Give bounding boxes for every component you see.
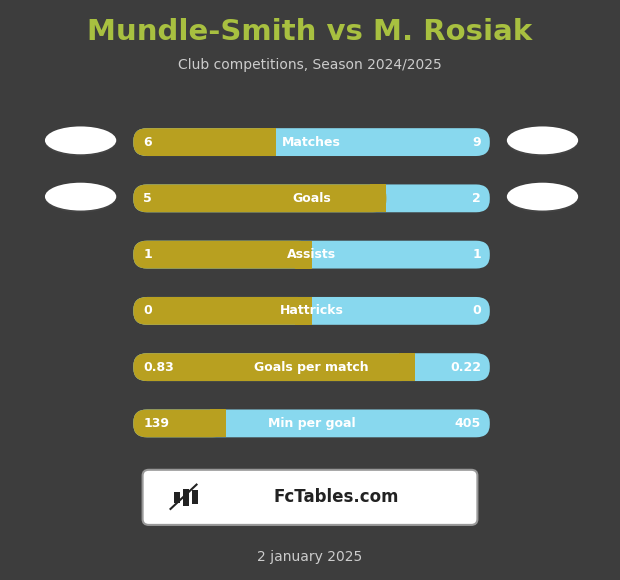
Text: Assists: Assists [287, 248, 336, 261]
FancyBboxPatch shape [133, 128, 276, 156]
Text: 0.83: 0.83 [143, 361, 174, 374]
FancyBboxPatch shape [133, 184, 490, 212]
FancyBboxPatch shape [133, 353, 415, 381]
Ellipse shape [45, 183, 117, 211]
Ellipse shape [45, 128, 117, 156]
Text: 5: 5 [143, 192, 152, 205]
Text: FcTables.com: FcTables.com [273, 488, 399, 506]
Bar [399, 353, 415, 381]
Text: 2 january 2025: 2 january 2025 [257, 550, 363, 564]
FancyBboxPatch shape [133, 128, 490, 156]
Text: 1: 1 [143, 248, 152, 261]
Text: 2: 2 [472, 192, 481, 205]
FancyBboxPatch shape [133, 297, 311, 325]
Ellipse shape [507, 184, 578, 212]
FancyBboxPatch shape [133, 241, 490, 269]
Text: 405: 405 [455, 417, 481, 430]
Text: Goals per match: Goals per match [254, 361, 369, 374]
Text: 139: 139 [143, 417, 169, 430]
FancyBboxPatch shape [133, 297, 490, 325]
Text: Mundle-Smith vs M. Rosiak: Mundle-Smith vs M. Rosiak [87, 18, 533, 46]
Text: Hattricks: Hattricks [280, 304, 343, 317]
FancyBboxPatch shape [133, 409, 490, 437]
Ellipse shape [45, 184, 117, 212]
Text: Goals: Goals [292, 192, 331, 205]
Ellipse shape [507, 183, 578, 211]
Text: 1: 1 [472, 248, 481, 261]
Text: 9: 9 [472, 136, 481, 148]
Bar [192, 491, 198, 504]
Ellipse shape [507, 126, 578, 154]
Text: 0: 0 [472, 304, 481, 317]
Text: 0.22: 0.22 [450, 361, 481, 374]
FancyBboxPatch shape [133, 241, 311, 269]
Bar [260, 128, 276, 156]
Ellipse shape [507, 128, 578, 156]
Bar [183, 488, 189, 506]
Bar [174, 492, 180, 502]
Text: Club competitions, Season 2024/2025: Club competitions, Season 2024/2025 [178, 58, 442, 72]
Text: Min per goal: Min per goal [268, 417, 355, 430]
Bar [295, 297, 311, 325]
Bar [295, 241, 311, 269]
Text: Matches: Matches [282, 136, 341, 148]
FancyBboxPatch shape [133, 184, 386, 212]
Ellipse shape [45, 126, 117, 154]
Text: 0: 0 [143, 304, 152, 317]
Bar [210, 409, 226, 437]
FancyBboxPatch shape [133, 353, 490, 381]
FancyBboxPatch shape [133, 409, 226, 437]
FancyBboxPatch shape [143, 470, 477, 525]
Bar [370, 184, 386, 212]
Text: 6: 6 [143, 136, 152, 148]
